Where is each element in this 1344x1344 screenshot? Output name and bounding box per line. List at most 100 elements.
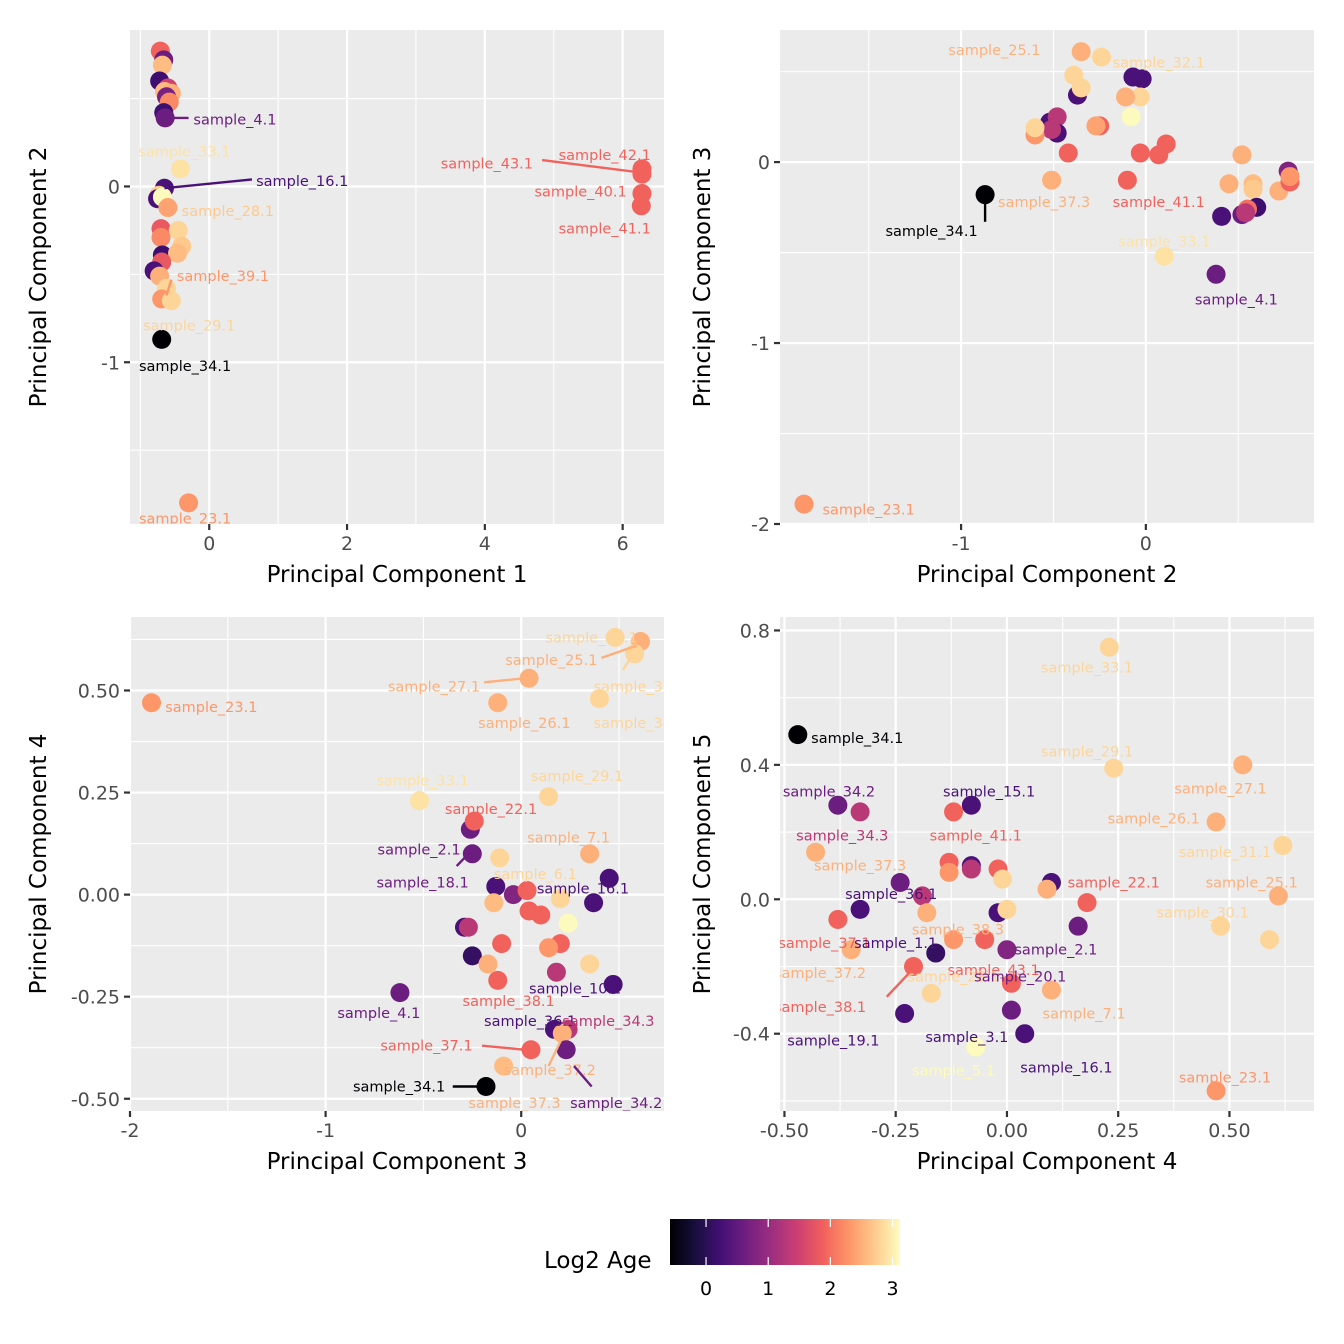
point-label: sample_15.1 xyxy=(943,785,1035,801)
y-axis-title: Principal Component 3 xyxy=(690,147,716,408)
data-point xyxy=(546,962,566,982)
colorbar-ticks: 0 1 2 3 xyxy=(700,1219,899,1300)
point-label: sample_34.1 xyxy=(885,224,977,240)
data-point xyxy=(488,693,508,713)
label-leader-line xyxy=(481,1044,526,1051)
label-leader-line xyxy=(621,657,632,671)
data-point xyxy=(158,198,178,218)
data-point xyxy=(1268,886,1288,906)
colorbar-tick-label: 3 xyxy=(886,1278,898,1300)
data-point xyxy=(912,886,932,906)
point-label: sample_41.1 xyxy=(930,828,1022,844)
data-point xyxy=(1206,264,1226,284)
point-label: sample_41.1 xyxy=(1113,195,1205,211)
data-point xyxy=(603,974,623,994)
point-label: sample_27.1 xyxy=(1174,781,1266,797)
point-label: sample_30.1 xyxy=(1157,906,1249,922)
point-label: sample_1.1 xyxy=(854,936,937,952)
data-point xyxy=(1233,755,1253,775)
y-tick-label: -0.25 xyxy=(71,987,120,1009)
x-tick-label: 0.25 xyxy=(1097,1120,1139,1142)
x-tick-label: 0 xyxy=(1140,533,1152,555)
point-label: sample_37.1 xyxy=(778,936,870,952)
point-label: sample_27.1 xyxy=(388,679,480,695)
data-point xyxy=(580,954,600,974)
data-point xyxy=(1042,170,1062,190)
point-label: sample_4.1 xyxy=(1195,293,1278,309)
point-label: sample_34.2 xyxy=(783,785,875,801)
y-tick-label: -2 xyxy=(751,514,770,536)
gridlines xyxy=(130,30,664,524)
data-point xyxy=(1116,87,1136,107)
point-label: sample_23.1 xyxy=(822,503,914,519)
data-point xyxy=(179,493,199,513)
data-point xyxy=(476,1077,496,1097)
x-axis-title: Principal Component 2 xyxy=(917,562,1178,588)
data-point xyxy=(462,946,482,966)
plot-area: sample_25.1 sample_32.1 sample_37.3 sample_… xyxy=(794,42,1300,519)
point-label: sample_36.1 xyxy=(484,1014,576,1030)
point-label: sample_37.2 xyxy=(774,966,866,982)
x-axis-title: Principal Component 1 xyxy=(267,562,528,588)
data-point xyxy=(975,185,995,205)
point-label: sample_29.1 xyxy=(143,318,235,334)
x-tick-label: -1 xyxy=(316,1120,335,1142)
data-point xyxy=(944,802,964,822)
point-label: sample_38.1 xyxy=(774,1000,866,1016)
point-label: sample_4.1 xyxy=(337,1006,420,1022)
data-point xyxy=(1273,836,1293,856)
plot-area: sample_33.1 sample_34.1 sample_29.1 sample_… xyxy=(774,637,1298,1101)
point-label: sample_38.3 xyxy=(912,923,1004,939)
point-label: sample_18.1 xyxy=(376,875,468,891)
plot-background xyxy=(780,617,1314,1111)
x-tick-label: -0.50 xyxy=(760,1120,809,1142)
point-label: sample_10.1 xyxy=(529,982,621,998)
x-tick-label: -0.25 xyxy=(871,1120,920,1142)
x-axis-title: Principal Component 4 xyxy=(917,1149,1178,1175)
panel-pc3_pc4: -2 -1 0 -0.50 -0.25 0.00 0.25 0.50 Principal Com… xyxy=(26,617,664,1175)
data-point xyxy=(1001,1000,1021,1020)
point-label: sample_34.1 xyxy=(139,359,231,375)
data-point xyxy=(550,889,570,909)
points xyxy=(788,637,1293,1101)
data-point xyxy=(539,938,559,958)
point-label: sample_2.1 xyxy=(1014,943,1097,959)
data-point xyxy=(1001,973,1021,993)
data-point xyxy=(850,899,870,919)
point-label: sample_4.1 xyxy=(193,113,276,129)
label-leader-line xyxy=(455,852,470,867)
data-point xyxy=(1015,1024,1035,1044)
point-label: sample_37.3 xyxy=(468,1096,560,1112)
data-point xyxy=(531,905,551,925)
point-label: sample_34.1 xyxy=(811,731,903,747)
data-point xyxy=(921,983,941,1003)
point-label: sample_5.1 xyxy=(912,1064,995,1080)
data-point xyxy=(1086,116,1106,136)
x-tick-label: 6 xyxy=(617,533,629,555)
colorbar-tick-label: 1 xyxy=(762,1278,774,1300)
data-point xyxy=(539,787,559,807)
data-point xyxy=(152,55,172,75)
data-point xyxy=(632,164,652,184)
data-point xyxy=(486,876,506,896)
data-point xyxy=(890,872,910,892)
point-label: sample_26.1 xyxy=(478,716,570,732)
data-point xyxy=(161,291,181,311)
point-label: sample_25.1 xyxy=(505,653,597,669)
data-point xyxy=(1236,203,1256,223)
point-labels: sample_33.1 sample_34.1 sample_29.1 sample_… xyxy=(774,660,1298,1086)
data-point xyxy=(1117,170,1137,190)
colorbar-tick-label: 0 xyxy=(700,1278,712,1300)
y-tick-label: 0.25 xyxy=(78,783,120,805)
x-axis-title: Principal Component 3 xyxy=(267,1149,528,1175)
label-leader-line xyxy=(547,1036,564,1067)
data-point xyxy=(1130,143,1150,163)
point-label: sample_16.1 xyxy=(256,174,348,190)
data-point xyxy=(558,913,578,933)
point-label: sample_43.1 xyxy=(947,963,1039,979)
data-point xyxy=(1243,179,1263,199)
data-point xyxy=(828,909,848,929)
point-label: sample_32.1 xyxy=(1113,56,1205,72)
point-label: sample_40.1 xyxy=(534,185,626,201)
point-label: sample_34.3 xyxy=(796,828,888,844)
